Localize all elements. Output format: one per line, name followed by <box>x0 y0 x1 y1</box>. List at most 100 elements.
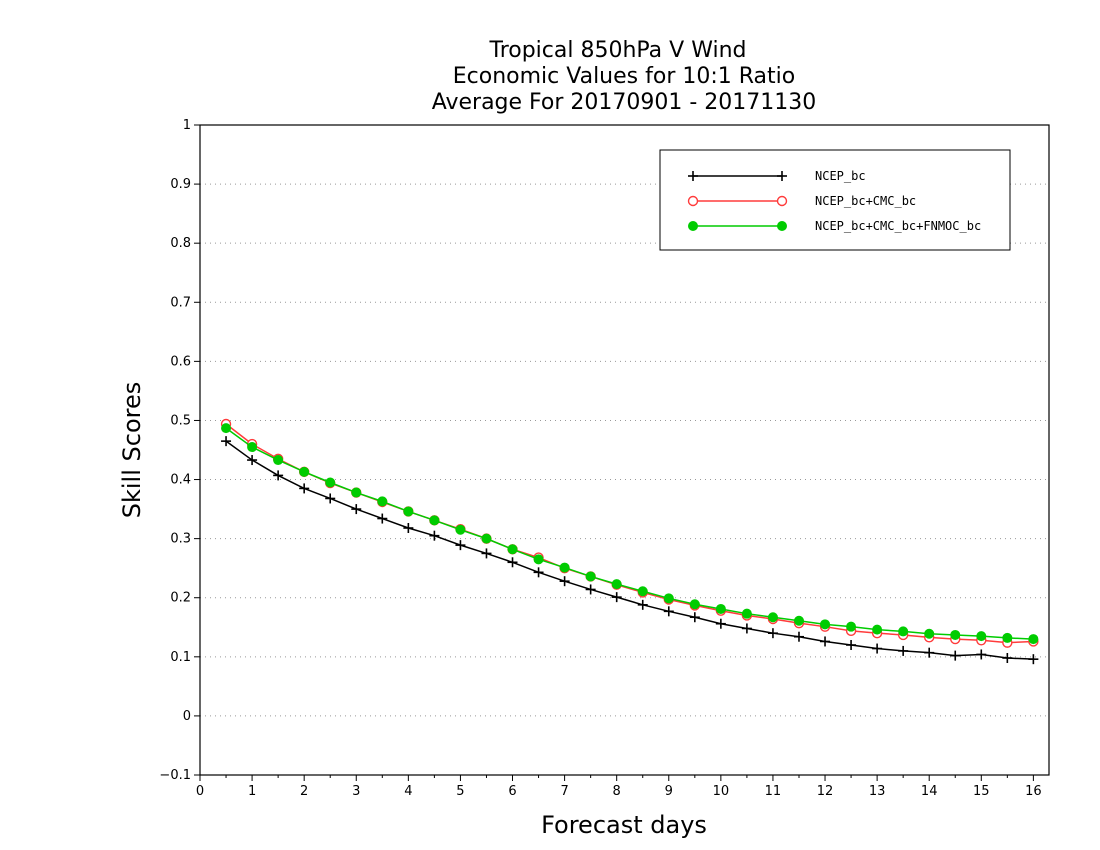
x-tick-label: 10 <box>713 784 730 799</box>
x-tick-label: 15 <box>973 784 990 799</box>
data-point-plus <box>637 599 648 610</box>
y-tick-label: −0.1 <box>159 768 191 783</box>
data-point-filled-circle <box>481 533 492 544</box>
data-point-plus <box>481 548 492 559</box>
x-axis-title: Forecast days <box>541 811 707 839</box>
x-tick-label: 12 <box>817 784 834 799</box>
data-point-plus <box>1002 653 1013 663</box>
y-tick-label: 0.2 <box>170 591 191 606</box>
data-point-plus <box>403 523 414 533</box>
data-point-plus <box>377 513 388 524</box>
data-point-filled-circle <box>1002 632 1013 643</box>
data-point-plus <box>793 631 804 642</box>
y-tick-label: 0.5 <box>170 413 191 428</box>
data-point-plus <box>1028 654 1039 665</box>
x-tick-label: 6 <box>508 784 516 799</box>
data-point-plus <box>663 606 674 617</box>
data-point-filled-circle <box>715 603 726 614</box>
data-point-plus <box>872 643 883 654</box>
data-point-filled-circle <box>793 615 804 626</box>
data-point-plus <box>689 612 700 623</box>
data-point-filled-circle <box>846 621 857 632</box>
x-tick-label: 1 <box>248 784 256 799</box>
legend: NCEP_bc NCEP_bc+CMC_bc NCEP_bc+CMC_bc+FNMO… <box>659 149 1011 251</box>
data-point-filled-circle <box>403 506 414 517</box>
data-point-plus <box>611 592 622 603</box>
y-tick-label: 1 <box>183 118 191 133</box>
x-tick-label: 11 <box>765 784 782 799</box>
data-point-filled-circle <box>273 455 284 466</box>
data-point-filled-circle <box>872 624 883 635</box>
data-point-plus <box>950 650 961 661</box>
legend-label: NCEP_bc+CMC_bc+FNMOC_bc <box>815 219 981 233</box>
data-point-plus <box>533 567 544 578</box>
y-tick-label: 0.9 <box>170 177 191 192</box>
axes: −0.100.10.20.30.40.50.60.70.80.910 1 2 3 4 5 6… <box>159 118 1050 799</box>
x-tick-label: 16 <box>1025 784 1042 799</box>
data-point-filled-circle <box>976 631 987 642</box>
data-point-filled-circle <box>429 515 440 526</box>
data-point-plus <box>777 171 787 181</box>
data-point-filled-circle <box>741 608 752 619</box>
y-tick-label: 0.6 <box>170 354 191 369</box>
data-point-plus <box>976 649 987 660</box>
x-tick-label: 8 <box>613 784 621 799</box>
data-point-filled-circle <box>767 612 778 623</box>
data-point-plus <box>715 618 726 629</box>
y-tick-label: 0.3 <box>170 532 191 547</box>
data-point-plus <box>559 576 570 587</box>
data-point-plus <box>247 455 258 466</box>
chart-title-line-2: Economic Values for 10:1 Ratio <box>453 64 795 89</box>
data-point-plus <box>898 645 909 656</box>
y-tick-label: 0.7 <box>170 295 191 310</box>
data-point-plus <box>846 640 857 650</box>
data-point-plus <box>273 470 284 481</box>
series-line <box>225 427 1034 640</box>
y-tick-label: 0.1 <box>170 650 191 665</box>
data-point-plus <box>429 530 440 541</box>
series-ncep-bc-cmc-bc-fnmoc-bc <box>221 423 1039 645</box>
data-point-plus <box>820 636 831 647</box>
data-point-filled-circle <box>247 442 258 453</box>
x-tick-label: 2 <box>300 784 308 799</box>
data-point-plus <box>688 171 698 181</box>
data-point-filled-circle <box>689 599 700 610</box>
y-axis-title: Skill Scores <box>118 382 146 519</box>
data-point-plus <box>351 504 362 515</box>
data-point-plus <box>585 584 596 595</box>
x-tick-label: 3 <box>352 784 360 799</box>
data-point-filled-circle <box>585 571 596 582</box>
data-point-plus <box>455 540 466 551</box>
legend-box <box>659 149 1011 251</box>
chart-title-line-3: Average For 20170901 - 20171130 <box>432 90 817 115</box>
legend-label: NCEP_bc+CMC_bc <box>815 194 916 208</box>
series-line <box>225 440 1034 660</box>
plot-frame <box>199 124 1050 776</box>
data-point-plus <box>507 557 518 568</box>
data-point-filled-circle <box>455 524 466 535</box>
data-point-filled-circle <box>351 487 362 498</box>
data-point-filled-circle <box>663 593 674 604</box>
y-tick-label: 0.8 <box>170 236 191 251</box>
series-ncep-bc-cmc-bc <box>220 418 1039 648</box>
y-tick-label: 0 <box>183 709 191 724</box>
data-point-plus <box>325 493 336 504</box>
data-point-plus <box>767 628 778 639</box>
data-series <box>220 418 1039 665</box>
x-tick-label: 13 <box>869 784 886 799</box>
data-point-open-circle <box>776 195 788 207</box>
data-point-filled-circle <box>950 629 961 640</box>
data-point-plus <box>741 623 752 634</box>
data-point-filled-circle <box>898 626 909 637</box>
data-point-open-circle <box>687 195 699 207</box>
series-line <box>225 423 1034 644</box>
data-point-filled-circle <box>559 562 570 573</box>
data-point-plus <box>299 483 310 494</box>
x-tick-label: 9 <box>665 784 673 799</box>
data-point-filled-circle <box>611 579 622 590</box>
data-point-filled-circle <box>299 466 310 477</box>
data-point-filled-circle <box>325 477 336 488</box>
data-point-filled-circle <box>1028 634 1039 645</box>
x-tick-label: 14 <box>921 784 938 799</box>
